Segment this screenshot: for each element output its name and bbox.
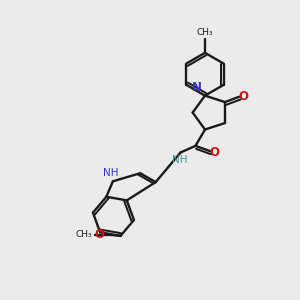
Text: NH: NH xyxy=(103,168,119,178)
Text: O: O xyxy=(209,146,220,159)
Text: O: O xyxy=(238,90,248,103)
Text: NH: NH xyxy=(172,155,187,165)
Text: O: O xyxy=(94,228,104,241)
Text: CH₃: CH₃ xyxy=(197,28,213,37)
Text: CH₃: CH₃ xyxy=(76,230,93,239)
Text: N: N xyxy=(192,81,202,94)
